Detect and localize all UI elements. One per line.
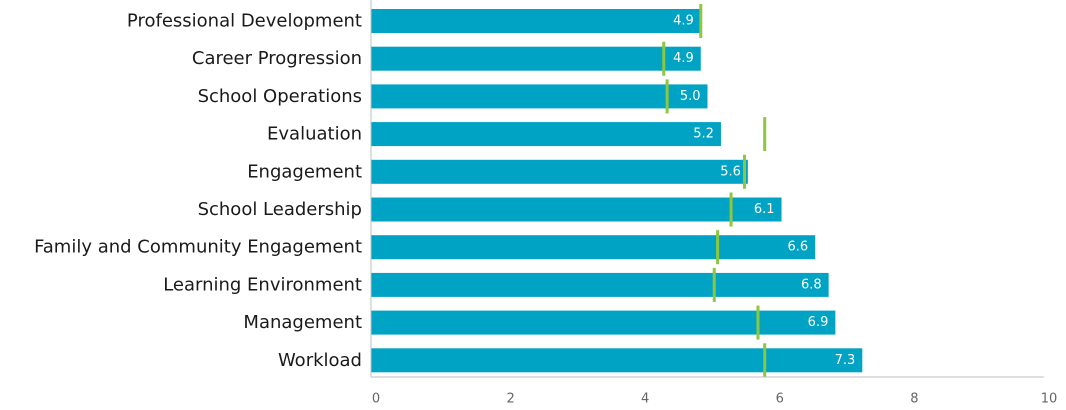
category-labels: Professional Development Career Progressi… — [34, 11, 362, 371]
bar — [371, 272, 829, 297]
x-tick-labels: 0 2 4 6 8 10 — [372, 392, 1057, 407]
category-label: Learning Environment — [163, 274, 362, 295]
value-labels: 4.9 4.9 5.0 5.2 5.6 6.1 6.6 6.8 6.9 7.3 — [673, 14, 855, 368]
bar — [371, 310, 836, 335]
value-label: 5.2 — [693, 127, 714, 142]
x-tick-label: 4 — [641, 392, 649, 407]
bar — [371, 159, 748, 184]
benchmark-marker — [763, 117, 767, 152]
category-label: Family and Community Engagement — [34, 237, 362, 258]
benchmark-marker — [712, 267, 716, 302]
value-label: 6.9 — [808, 315, 829, 330]
benchmark-marker — [662, 41, 666, 76]
benchmark-marker — [743, 154, 747, 189]
x-tick-label: 0 — [372, 392, 380, 407]
value-label: 6.8 — [801, 277, 822, 292]
value-label: 4.9 — [673, 14, 694, 29]
category-label: Evaluation — [267, 124, 362, 145]
benchmark-marker — [729, 192, 733, 227]
bar — [371, 46, 701, 71]
benchmark-marker — [756, 305, 760, 340]
bar — [371, 235, 816, 260]
bar — [371, 197, 782, 222]
x-tick-label: 6 — [776, 392, 784, 407]
bar — [371, 122, 721, 147]
x-tick-label: 2 — [506, 392, 514, 407]
bar — [371, 348, 863, 373]
value-label: 6.6 — [787, 240, 808, 255]
category-label: School Operations — [198, 86, 362, 107]
value-label: 5.6 — [720, 164, 741, 179]
value-label: 4.9 — [673, 51, 694, 66]
benchmark-marker — [665, 79, 669, 114]
x-tick-label: 8 — [910, 392, 918, 407]
bar — [371, 84, 708, 109]
benchmark-marker — [763, 343, 767, 378]
benchmark-marker — [699, 4, 703, 38]
bar — [371, 9, 701, 33]
value-label: 6.1 — [754, 202, 775, 217]
category-label: Management — [243, 312, 362, 333]
category-label: Professional Development — [127, 11, 362, 32]
category-label: Workload — [278, 350, 362, 371]
category-label: Career Progression — [192, 48, 362, 69]
category-label: School Leadership — [198, 199, 362, 220]
bars — [371, 9, 863, 373]
x-tick-label: 10 — [1041, 392, 1058, 407]
value-label: 7.3 — [835, 353, 856, 368]
benchmark-marker — [716, 230, 720, 265]
benchmark-markers — [662, 4, 767, 378]
value-label: 5.0 — [680, 89, 701, 104]
category-label: Engagement — [247, 161, 362, 182]
